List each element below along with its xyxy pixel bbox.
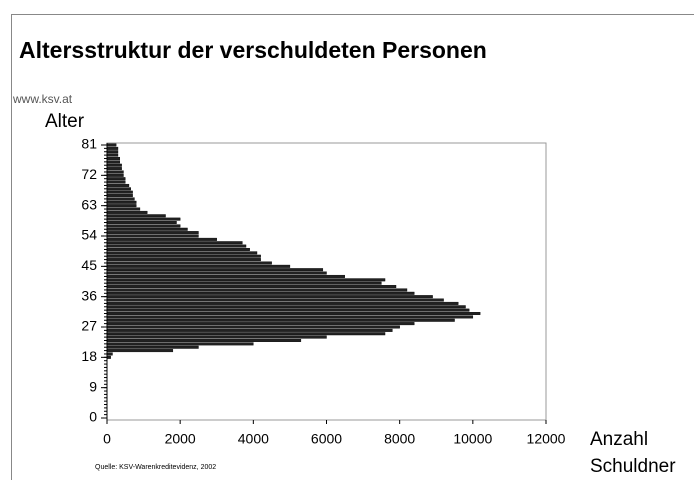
x-tick-label: 8000 [384, 431, 415, 447]
bar [106, 268, 324, 272]
bar [106, 210, 148, 214]
y-tick-label: 18 [81, 348, 97, 364]
bar [106, 200, 137, 204]
bar [106, 180, 126, 184]
bar [106, 143, 117, 147]
bar [106, 190, 133, 194]
bar [106, 241, 243, 245]
bar [106, 194, 133, 198]
bar [106, 146, 119, 150]
bar [106, 278, 386, 282]
bar [106, 308, 470, 312]
y-tick-label: 63 [81, 196, 97, 212]
bar [106, 227, 188, 231]
bar [106, 325, 400, 329]
plot-area [106, 142, 547, 421]
frame [11, 14, 694, 480]
bar [106, 312, 481, 315]
bar [106, 214, 166, 218]
bar [106, 231, 199, 235]
bar [106, 261, 272, 265]
y-tick-label: 9 [89, 378, 97, 394]
bar [106, 298, 444, 302]
y-tick-label: 72 [81, 166, 97, 182]
bar [106, 264, 291, 268]
bar [106, 305, 466, 309]
x-tick-label: 2000 [165, 431, 196, 447]
y-tick-label: 0 [89, 409, 97, 425]
bar [106, 248, 250, 251]
bar [106, 150, 119, 154]
bar [106, 177, 126, 181]
bar [106, 183, 130, 187]
bar [106, 352, 113, 356]
bar [106, 258, 261, 262]
bar [106, 332, 386, 336]
bar [106, 271, 327, 275]
bar [106, 160, 121, 164]
y-tick-label: 45 [81, 257, 97, 273]
x-tick-label: 4000 [238, 431, 269, 447]
y-tick-label: 36 [81, 287, 97, 303]
bar [106, 221, 177, 224]
bar [106, 204, 137, 208]
bar [106, 274, 345, 278]
bar [106, 153, 119, 157]
bar [106, 157, 121, 160]
y-axis-label: Alter [45, 111, 85, 132]
x-tick-label: 12000 [527, 431, 566, 447]
bar [106, 207, 141, 211]
bar [106, 237, 217, 241]
bar [106, 355, 111, 359]
bar [106, 301, 459, 305]
bar [106, 163, 122, 167]
bar [106, 234, 199, 238]
x-tick-label: 10000 [453, 431, 492, 447]
bar [106, 244, 247, 248]
bar [106, 328, 393, 332]
bar [106, 187, 131, 191]
bar [106, 197, 135, 201]
source: Quelle: KSV-Warenkreditevidenz, 2002 [95, 464, 216, 471]
bar [106, 345, 199, 349]
y-tick-label: 54 [81, 227, 97, 243]
bar [106, 167, 122, 171]
y-tick-label: 27 [81, 318, 97, 334]
x-tick-label: 6000 [311, 431, 342, 447]
x-axis-label: Schuldner [590, 456, 676, 477]
bar [106, 339, 302, 342]
bar [106, 291, 415, 295]
bar [106, 285, 397, 289]
bar [106, 170, 124, 174]
x-tick-label: 0 [103, 431, 111, 447]
bar [106, 281, 382, 285]
bar [106, 217, 181, 221]
bar [106, 224, 181, 228]
bar [106, 251, 258, 255]
x-axis-label: Anzahl [590, 429, 648, 450]
chart-title: Altersstruktur der verschuldeten Persone… [19, 37, 487, 63]
bar [106, 254, 261, 258]
subtitle: www.ksv.at [12, 92, 73, 106]
bar [106, 288, 408, 292]
bar [106, 318, 455, 322]
bar [106, 349, 174, 353]
bar [106, 322, 415, 326]
bar [106, 295, 433, 299]
bar [106, 342, 254, 346]
bar [106, 335, 327, 339]
bar [106, 173, 124, 177]
y-tick-label: 81 [81, 136, 97, 152]
bar [106, 315, 474, 319]
